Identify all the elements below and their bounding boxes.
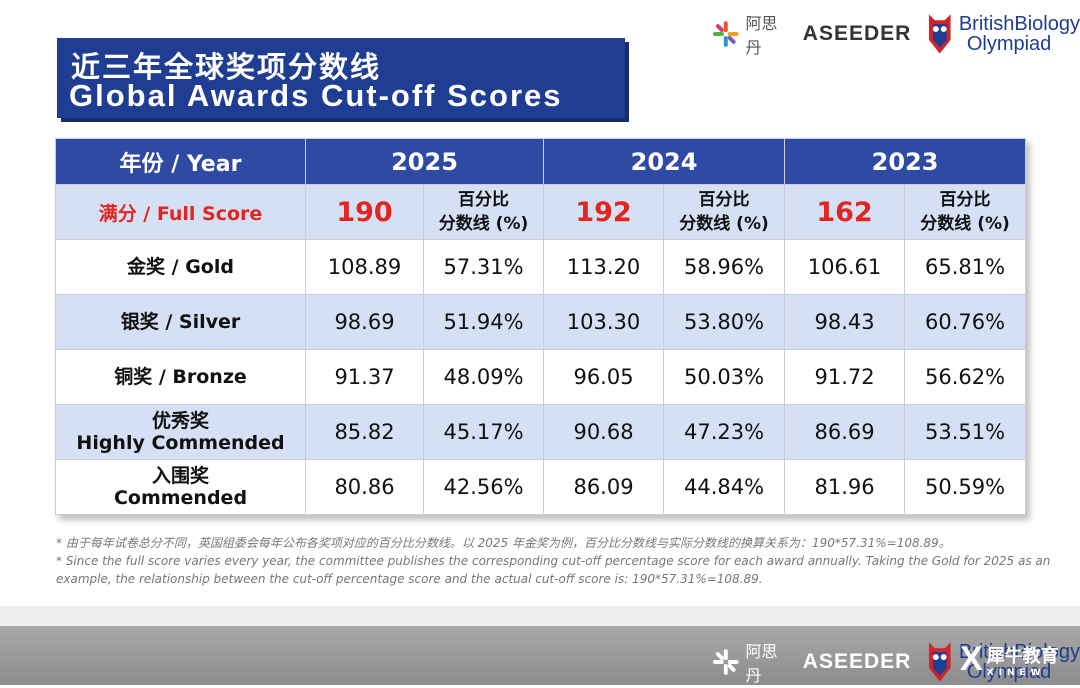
bottom-gap: [0, 606, 1080, 626]
aseeder-cn-logo-text: 阿思丹: [745, 14, 778, 57]
spark-icon: [712, 21, 739, 47]
title-box: 近三年全球奖项分数线 Global Awards Cut-off Scores: [57, 38, 625, 118]
pct-head-2025: 百分比分数线 (%): [422, 184, 545, 240]
full-score-2023: 162: [784, 184, 906, 240]
pct-head-line2: 分数线 (%): [920, 214, 1010, 234]
pct-head-line1: 百分比: [458, 190, 509, 210]
table-cell: 60.76%: [904, 294, 1027, 350]
row-label: 入围奖 Commended: [55, 459, 306, 515]
footnote-chinese: * 由于每年试卷总分不同，英国组委会每年公布各奖项对应的百分比分数线。以 202…: [56, 536, 951, 550]
table-cell: 57.31%: [422, 239, 545, 295]
title-chinese: 近三年全球奖项分数线: [71, 50, 382, 84]
table-row-commended: 入围奖 Commended 80.86 42.56% 86.09 44.84% 8…: [55, 459, 1027, 515]
spark-icon: [712, 649, 739, 675]
row-label-line1: 铜奖 / Bronze: [114, 366, 247, 388]
table-cell: 44.84%: [663, 459, 786, 515]
pct-head-line1: 百分比: [939, 190, 991, 210]
pct-head-line2: 分数线 (%): [679, 214, 769, 234]
table-cell: 56.62%: [904, 349, 1027, 405]
table-cell: 108.89: [305, 239, 424, 295]
table-cell: 98.69: [305, 294, 424, 350]
table-row-silver: 银奖 / Silver 98.69 51.94% 103.30 53.80% 9…: [55, 294, 1027, 350]
full-score-2024: 192: [543, 184, 665, 240]
row-label: 金奖 / Gold: [55, 239, 306, 295]
watermark-en: XINEW: [986, 667, 1046, 678]
table-cell: 50.59%: [904, 459, 1027, 515]
table-cell: 80.86: [305, 459, 424, 515]
full-score-2025: 190: [305, 184, 424, 240]
bbo-line1: BritishBiology: [958, 13, 1080, 35]
bbo-line2: Olympiad: [966, 33, 1052, 55]
logo-header: 阿思丹 ASEEDER BritishBiology Olympiad: [712, 8, 1080, 60]
year-2023: 2023: [784, 138, 1027, 185]
table-cell: 51.94%: [422, 294, 545, 350]
year-2024: 2024: [543, 138, 786, 185]
row-label: 优秀奖 Highly Commended: [55, 404, 306, 460]
table-row-highly-commended: 优秀奖 Highly Commended 85.82 45.17% 90.68 4…: [55, 404, 1027, 460]
cutoff-table: 年份 / Year 2025 2024 2023 满分 / Full Score…: [55, 138, 1027, 515]
year-label: 年份 / Year: [55, 138, 306, 185]
table-cell: 53.51%: [904, 404, 1027, 460]
bbo-line1: BritishBiology: [958, 641, 1080, 663]
row-label-line1: 入围奖: [151, 465, 209, 487]
footnotes: * 由于每年试卷总分不同，英国组委会每年公布各奖项对应的百分比分数线。以 202…: [56, 534, 1056, 588]
owl-icon: [929, 642, 951, 682]
table-cell: 50.03%: [663, 349, 786, 405]
logo-footer: 阿思丹 ASEEDER BritishBiology Olympiad: [712, 636, 1080, 688]
full-score-label: 满分 / Full Score: [55, 184, 306, 240]
table-cell: 48.09%: [422, 349, 545, 405]
table-cell: 91.37: [305, 349, 424, 405]
row-label-line2: Commended: [113, 487, 248, 509]
table-cell: 81.96: [784, 459, 906, 515]
row-label-line1: 优秀奖: [151, 410, 209, 432]
table-row-gold: 金奖 / Gold 108.89 57.31% 113.20 58.96% 10…: [55, 239, 1027, 295]
owl-icon: [929, 14, 951, 54]
table-cell: 113.20: [543, 239, 665, 295]
table-row-bronze: 铜奖 / Bronze 91.37 48.09% 96.05 50.03% 91…: [55, 349, 1027, 405]
bottom-band: [0, 626, 1080, 685]
watermark-mark: X: [960, 640, 983, 678]
table-cell: 86.09: [543, 459, 665, 515]
bbo-logo-text: BritishBiology Olympiad: [959, 642, 1080, 682]
aseeder-cn-logo-text: 阿思丹: [745, 642, 778, 685]
row-label-line2: Highly Commended: [76, 432, 285, 454]
header-row: 年份 / Year 2025 2024 2023: [55, 138, 1027, 185]
table-cell: 53.80%: [663, 294, 786, 350]
table-cell: 65.81%: [904, 239, 1027, 295]
table-cell: 42.56%: [422, 459, 545, 515]
title-english: Global Awards Cut-off Scores: [69, 78, 563, 113]
table-cell: 85.82: [305, 404, 424, 460]
table-cell: 106.61: [784, 239, 906, 295]
table-cell: 98.43: [784, 294, 906, 350]
watermark-text: 犀牛教育 XINEW: [987, 642, 1059, 678]
bbo-line2: Olympiad: [966, 661, 1052, 683]
table-cell: 47.23%: [663, 404, 786, 460]
table-cell: 91.72: [784, 349, 906, 405]
row-label: 铜奖 / Bronze: [55, 349, 306, 405]
table-cell: 90.68: [543, 404, 665, 460]
full-score-row: 满分 / Full Score 190 百分比分数线 (%) 192 百分比分数…: [55, 184, 1027, 240]
row-label-line1: 金奖 / Gold: [127, 256, 234, 278]
row-label-line1: 银奖 / Silver: [120, 311, 241, 333]
pct-head-line2: 分数线 (%): [438, 214, 529, 234]
table-cell: 103.30: [543, 294, 665, 350]
pct-head-2024: 百分比分数线 (%): [663, 184, 786, 240]
table-cell: 86.69: [784, 404, 906, 460]
year-2025: 2025: [304, 138, 545, 185]
table-cell: 96.05: [543, 349, 665, 405]
table-cell: 58.96%: [663, 239, 786, 295]
row-label: 银奖 / Silver: [55, 294, 306, 350]
aseeder-logo-text: ASEEDER: [802, 22, 912, 45]
pct-head-2023: 百分比分数线 (%): [904, 184, 1027, 240]
aseeder-logo-text: ASEEDER: [802, 650, 912, 673]
watermark: X 犀牛教育 XINEW: [960, 640, 1059, 679]
pct-head-line1: 百分比: [698, 190, 750, 210]
watermark-cn: 犀牛教育: [986, 645, 1059, 667]
table-cell: 45.17%: [422, 404, 545, 460]
footnote-english: * Since the full score varies every year…: [56, 554, 1051, 586]
bbo-logo-text: BritishBiology Olympiad: [959, 14, 1080, 54]
